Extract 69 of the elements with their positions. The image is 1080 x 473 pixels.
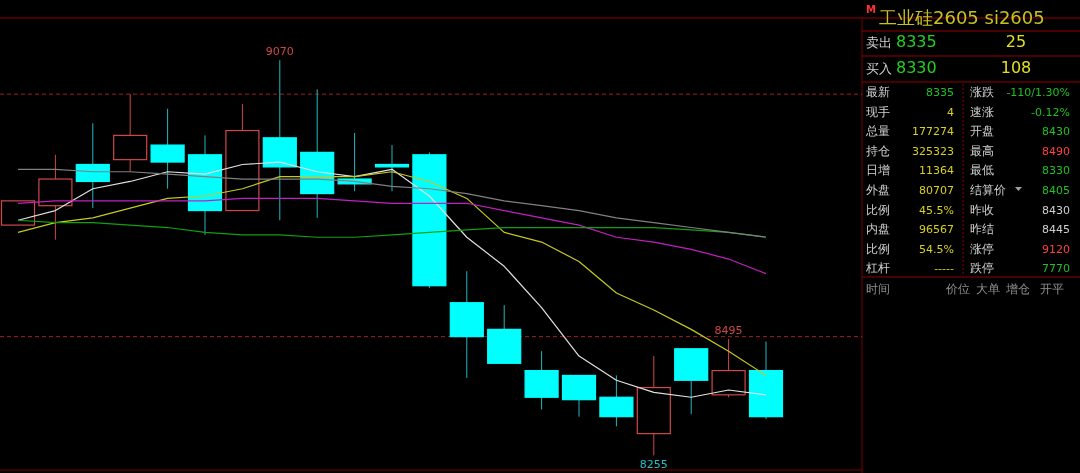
text: 总量	[865, 124, 890, 139]
text: 9120	[1042, 242, 1070, 256]
text: 增仓	[1005, 282, 1030, 296]
candlestick	[75, 122, 110, 209]
text: 最新	[866, 85, 890, 99]
annotation: 9070	[265, 45, 294, 59]
text: 开盘	[970, 124, 994, 139]
text: -0.12%	[1031, 105, 1070, 119]
text: 日增	[866, 163, 890, 178]
text: 最低	[970, 163, 994, 178]
candlestick	[636, 355, 671, 456]
text: 8405	[1042, 184, 1070, 197]
text: 涨跌	[970, 85, 994, 99]
text: 持仓	[866, 143, 890, 158]
text: 54.5%	[919, 242, 954, 256]
text: 325323	[912, 144, 954, 158]
candlestick	[711, 338, 746, 398]
candlestick	[374, 144, 410, 192]
text: 卖出	[866, 35, 892, 50]
text: M	[866, 4, 876, 15]
text: 8490	[1042, 144, 1070, 158]
text: -----	[934, 262, 955, 276]
text: 177274	[912, 125, 954, 139]
text: 25	[1005, 32, 1027, 51]
candlestick	[599, 374, 634, 427]
candlestick	[449, 270, 484, 379]
text: 外盘	[866, 183, 890, 197]
text: 内盘	[866, 222, 890, 237]
text: 8430	[1042, 125, 1070, 139]
text: 8330	[896, 58, 937, 77]
text: 45.5%	[919, 203, 954, 217]
annotation: 8495	[714, 324, 743, 338]
candlestick	[150, 108, 185, 190]
text: 比例	[866, 202, 890, 217]
text: 96567	[919, 223, 954, 237]
text: 跌停	[970, 261, 994, 276]
text: 工业硅2605 si2605	[879, 7, 1045, 28]
text: 大单	[976, 282, 1000, 296]
text: 8330	[1042, 164, 1070, 178]
candlestick	[412, 151, 447, 289]
annotation: 8255	[639, 458, 668, 472]
text: 价位	[945, 282, 970, 296]
text: 11364	[919, 164, 954, 178]
text: 昨结	[970, 222, 994, 237]
candlestick	[38, 154, 73, 241]
candlestick	[113, 93, 148, 173]
text: 昨收	[970, 202, 994, 217]
text: -110/1.30%	[1006, 86, 1070, 99]
text: 现手	[866, 104, 890, 119]
candlestick	[524, 350, 559, 410]
text: 杠杆	[865, 261, 890, 276]
text: 8335	[926, 86, 954, 99]
text: 买入	[866, 61, 892, 76]
text: 8335	[896, 32, 937, 51]
text: 108	[1000, 58, 1032, 77]
text: 结算价	[970, 183, 1006, 197]
text: 4	[947, 105, 954, 119]
text: 最高	[970, 143, 994, 158]
text: 8445	[1042, 223, 1070, 237]
text: 7770	[1042, 262, 1070, 276]
candlestick	[262, 59, 297, 221]
text: 开平	[1040, 282, 1064, 296]
text: 涨停	[970, 241, 994, 256]
candlestick	[748, 340, 784, 420]
text: 8430	[1042, 203, 1070, 217]
text: 80707	[919, 184, 954, 197]
text: 速涨	[970, 104, 994, 119]
text: 时间	[866, 282, 890, 296]
text: 比例	[866, 241, 890, 256]
